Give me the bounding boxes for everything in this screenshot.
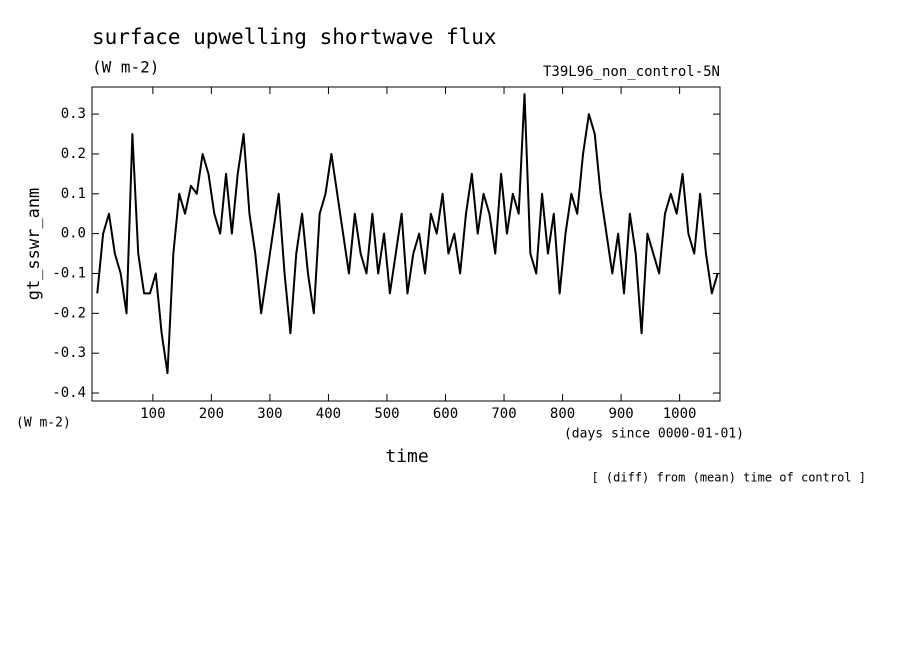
- x-tick-label: 300: [257, 406, 282, 422]
- y-units: (W m-2): [16, 416, 71, 431]
- y-tick-label: 0.0: [61, 226, 86, 242]
- y-tick-label: -0.3: [52, 345, 86, 361]
- y-tick-label: 0.2: [61, 146, 86, 162]
- x-tick-label: 100: [140, 406, 165, 422]
- x-tick-label: 900: [608, 406, 633, 422]
- y-tick-label: 0.1: [61, 186, 86, 202]
- x-tick-label: 200: [199, 406, 224, 422]
- y-axis-label: gt_sswr_anm: [24, 188, 44, 301]
- y-tick-label: -0.2: [52, 305, 86, 321]
- chart-title: surface upwelling shortwave flux: [92, 25, 497, 49]
- x-tick-label: 1000: [663, 406, 697, 422]
- x-tick-label: 500: [374, 406, 399, 422]
- run-label: T39L96_non_control-5N: [543, 64, 720, 80]
- plot-frame: [91, 86, 721, 402]
- x-tick-label: 700: [491, 406, 516, 422]
- x-tick-label: 400: [316, 406, 341, 422]
- x-tick-label: 800: [550, 406, 575, 422]
- data-line: [96, 93, 719, 375]
- x-tick-label: 600: [433, 406, 458, 422]
- x-axis-label: time: [385, 446, 428, 467]
- y-tick-label: -0.1: [52, 265, 86, 281]
- note: [ (diff) from (mean) time of control ]: [591, 471, 866, 485]
- y-tick-label: -0.4: [52, 385, 86, 401]
- units: (W m-2): [92, 58, 159, 77]
- y-tick-label: 0.3: [61, 106, 86, 122]
- x-units: (days since 0000-01-01): [564, 427, 744, 442]
